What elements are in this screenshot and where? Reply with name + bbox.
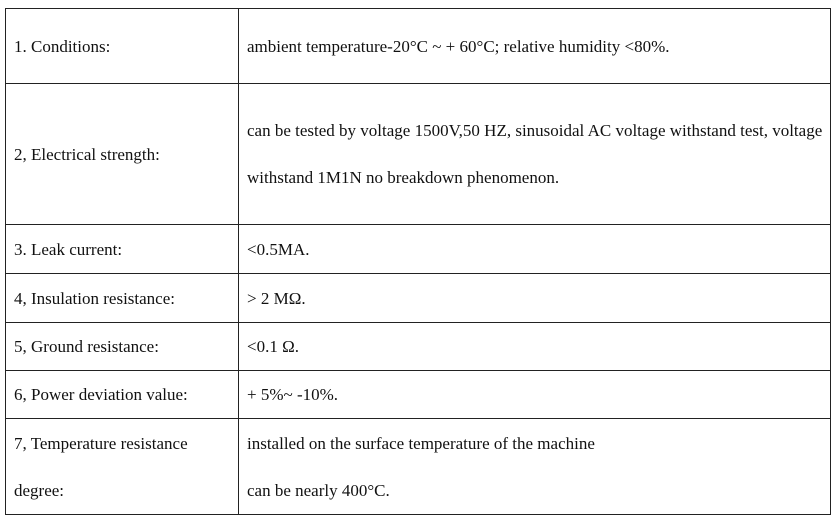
table-row: 6, Power deviation value: + 5%~ -10%. <box>5 370 831 419</box>
item-label: 1. Conditions: <box>5 8 239 84</box>
table-row: 5, Ground resistance: <0.1 Ω. <box>5 322 831 371</box>
item-label: 3. Leak current: <box>5 224 239 274</box>
table-row: 2, Electrical strength: can be tested by … <box>5 83 831 225</box>
item-value: + 5%~ -10%. <box>238 370 831 419</box>
item-label: 6, Power deviation value: <box>5 370 239 419</box>
spec-table: 1. Conditions: ambient temperature-20°C ~… <box>5 8 831 515</box>
item-label: 4, Insulation resistance: <box>5 273 239 323</box>
text-line: can be nearly 400°C. <box>247 480 390 500</box>
item-value: <0.5MA. <box>238 224 831 274</box>
table-row: 3. Leak current: <0.5MA. <box>5 224 831 274</box>
item-value: can be tested by voltage 1500V,50 HZ, si… <box>238 83 831 225</box>
item-label: 7, Temperature resistance degree: <box>5 418 239 515</box>
item-value: <0.1 Ω. <box>238 322 831 371</box>
item-value: installed on the surface temperature of … <box>238 418 831 515</box>
item-label: 2, Electrical strength: <box>5 83 239 225</box>
table-row: 1. Conditions: ambient temperature-20°C ~… <box>5 8 831 84</box>
item-value: ambient temperature-20°C ~ + 60°C; relat… <box>238 8 831 84</box>
table-row: 7, Temperature resistance degree: install… <box>5 418 831 515</box>
text-line: installed on the surface temperature of … <box>247 433 595 453</box>
item-value: > 2 MΩ. <box>238 273 831 323</box>
item-label: 5, Ground resistance: <box>5 322 239 371</box>
table-row: 4, Insulation resistance: > 2 MΩ. <box>5 273 831 323</box>
